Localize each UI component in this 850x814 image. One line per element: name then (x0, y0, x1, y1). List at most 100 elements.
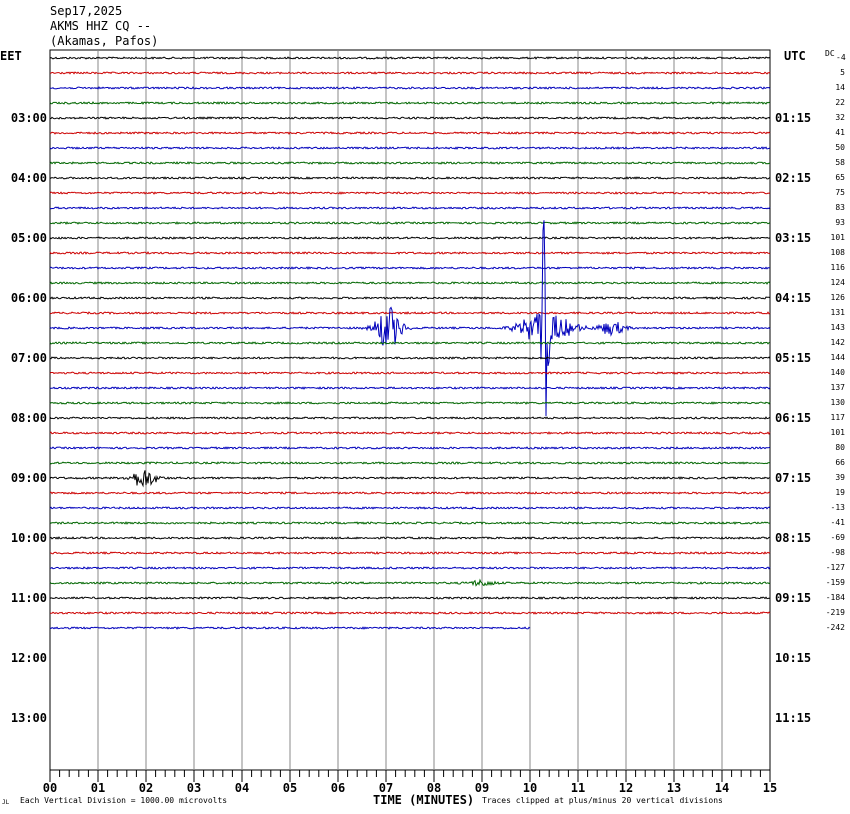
trace-1 (49, 71, 771, 75)
dc-offset: -13 (831, 503, 846, 512)
dc-offset: -127 (826, 563, 845, 572)
trace-33 (50, 551, 771, 555)
left-hour-label: 09:00 (11, 471, 47, 485)
x-axis-label: TIME (MINUTES) (373, 793, 475, 807)
trace-4 (49, 116, 771, 120)
trace-34 (49, 566, 771, 570)
x-tick-label: 12 (619, 781, 633, 795)
left-hour-label: 04:00 (11, 171, 47, 185)
dc-offset: -219 (826, 608, 845, 617)
dc-offset: 14 (835, 83, 845, 92)
trace-2 (50, 86, 771, 90)
dc-offset: 58 (835, 158, 845, 167)
right-hour-label: 09:15 (775, 591, 811, 605)
trace-5 (49, 131, 771, 135)
trace-27 (49, 461, 771, 465)
trace-25 (49, 431, 771, 435)
header-location: (Akamas, Pafos) (50, 34, 159, 48)
trace-37 (49, 611, 771, 615)
right-hour-label: 01:15 (775, 111, 811, 125)
dc-offset: -69 (831, 533, 846, 542)
dc-offset: 80 (835, 443, 845, 452)
dc-offset: 108 (831, 248, 846, 257)
trace-32 (49, 536, 770, 540)
dc-offset: -184 (826, 593, 845, 602)
trace-19 (49, 341, 770, 345)
dc-offset: 126 (831, 293, 846, 302)
footer-scale-note: Each Vertical Division = 1000.00 microvo… (20, 796, 228, 805)
x-tick-label: 03 (187, 781, 201, 795)
right-hour-label: 11:15 (775, 711, 811, 725)
dc-offset: 66 (835, 458, 845, 467)
right-hour-label: 08:15 (775, 531, 811, 545)
dc-offset: 101 (831, 233, 846, 242)
trace-8 (49, 176, 771, 180)
trace-10 (49, 206, 771, 210)
left-hour-label: 05:00 (11, 231, 47, 245)
trace-26 (49, 446, 771, 450)
dc-offset: -41 (831, 518, 846, 527)
right-hour-label: 07:15 (775, 471, 811, 485)
trace-18 (49, 220, 771, 417)
trace-15 (49, 281, 771, 285)
trace-16 (49, 296, 771, 300)
dc-offset: 19 (835, 488, 845, 497)
trace-20 (49, 356, 771, 360)
footer-clip-note: Traces clipped at plus/minus 20 vertical… (482, 796, 723, 805)
dc-offset: 137 (831, 383, 846, 392)
x-tick-label: 05 (283, 781, 297, 795)
trace-38 (49, 626, 531, 630)
trace-28 (49, 470, 771, 488)
dc-offset: -242 (826, 623, 845, 632)
right-hour-label: 02:15 (775, 171, 811, 185)
trace-23 (49, 401, 771, 405)
dc-offset: 116 (831, 263, 846, 272)
header-station: AKMS HHZ CQ -- (50, 19, 152, 33)
dc-offset: 144 (831, 353, 846, 362)
trace-24 (49, 416, 771, 420)
dc-offset: 130 (831, 398, 846, 407)
x-tick-label: 04 (235, 781, 249, 795)
x-tick-label: 06 (331, 781, 345, 795)
dc-first-value: -4 (836, 53, 846, 62)
header-date: Sep17,2025 (50, 4, 123, 18)
right-hour-label: 10:15 (775, 651, 811, 665)
dc-offset: -98 (831, 548, 846, 557)
left-hour-label: 06:00 (11, 291, 47, 305)
x-tick-label: 01 (91, 781, 105, 795)
left-hour-label: 12:00 (11, 651, 47, 665)
trace-0 (49, 56, 771, 60)
trace-12 (49, 236, 771, 240)
trace-9 (49, 191, 771, 195)
x-tick-label: 07 (379, 781, 393, 795)
x-tick-label: 11 (571, 781, 585, 795)
dc-offset: 131 (831, 308, 846, 317)
dc-offset: 39 (835, 473, 845, 482)
x-tick-label: 14 (715, 781, 729, 795)
trace-31 (49, 521, 771, 525)
trace-35 (49, 578, 771, 587)
dc-offset: 75 (835, 188, 845, 197)
dc-offset: 124 (831, 278, 846, 287)
trace-30 (49, 506, 771, 510)
trace-6 (49, 146, 771, 150)
dc-offset: 93 (835, 218, 845, 227)
trace-7 (49, 161, 771, 165)
trace-17 (49, 311, 771, 315)
dc-offset: 101 (831, 428, 846, 437)
right-hour-label: 03:15 (775, 231, 811, 245)
trace-13 (49, 251, 771, 255)
x-tick-label: 09 (475, 781, 489, 795)
trace-29 (49, 491, 771, 495)
trace-11 (49, 221, 771, 225)
x-tick-label: 10 (523, 781, 537, 795)
right-hour-label: 05:15 (775, 351, 811, 365)
x-tick-label: 08 (427, 781, 441, 795)
dc-offset: 143 (831, 323, 846, 332)
footer-left-mark: JL (2, 799, 10, 806)
left-hour-label: 13:00 (11, 711, 47, 725)
right-zone-label: UTC (784, 49, 806, 63)
x-tick-label: 15 (763, 781, 777, 795)
x-tick-label: 00 (43, 781, 57, 795)
